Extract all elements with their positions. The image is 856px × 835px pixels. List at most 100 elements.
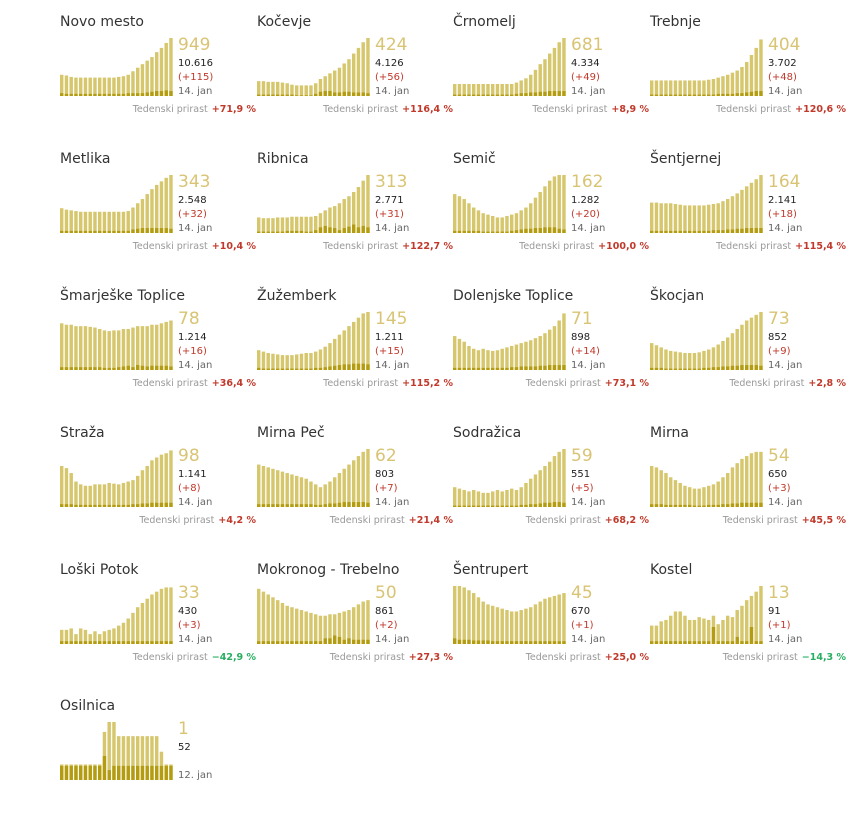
new-cases-bar (664, 504, 668, 507)
new-cases-bar (280, 368, 285, 370)
total-bar (457, 83, 462, 96)
total-bar (361, 313, 365, 370)
new-cases-bar (328, 227, 332, 233)
new-cases-bar (481, 231, 485, 233)
new-cases-bar (112, 230, 116, 233)
new-cases-bar (759, 641, 763, 644)
total-bar (716, 344, 720, 370)
bar-chart (453, 38, 566, 96)
new-cases-bar (702, 367, 706, 370)
total-bar (500, 83, 504, 96)
new-cases-bar (702, 94, 706, 96)
daily-change: (+49) (571, 72, 600, 83)
total-bar (721, 477, 725, 507)
weekly-growth: Tedenski prirast +122,7 % (323, 241, 453, 252)
new-cases-bar (88, 765, 92, 780)
daily-change: (+31) (375, 209, 404, 220)
new-cases-bar (457, 367, 462, 370)
new-cases-bar (145, 641, 149, 644)
new-cases-bar (476, 640, 481, 644)
new-cases-bar (74, 765, 78, 780)
new-cases-bar (140, 365, 145, 370)
new-cases-bar (314, 367, 318, 370)
weekly-growth-value: +68,2 % (604, 515, 649, 526)
total-bar (557, 175, 561, 233)
total-bar (505, 216, 509, 233)
new-cases-bar (271, 231, 275, 233)
total-bar (121, 622, 126, 644)
total-bar (735, 328, 739, 370)
new-cases-bar (328, 366, 332, 370)
weekly-growth-value: +25,0 % (604, 652, 649, 663)
total-bar (169, 450, 173, 507)
new-cases-bar (721, 93, 725, 96)
total-bar (467, 345, 471, 370)
new-cases-bar (164, 641, 168, 644)
new-cases-bar (678, 641, 682, 644)
new-cases-bar (337, 636, 342, 644)
total-bar (745, 456, 749, 507)
new-cases-bar (711, 504, 716, 507)
weekly-growth-label: Tedenski prirast (132, 652, 208, 663)
total-bar (314, 216, 318, 233)
new-cases-bar (749, 365, 754, 370)
new-cases-bar (510, 367, 514, 370)
new-cases-bar (304, 95, 308, 96)
new-cases-bar (510, 505, 514, 507)
total-bar (285, 355, 289, 370)
total-bar (740, 67, 744, 96)
total-bar (356, 187, 361, 233)
total-bar (491, 83, 495, 96)
total-bar (309, 216, 313, 233)
new-cases-bar (285, 504, 289, 507)
total-bar (323, 615, 327, 644)
new-cases-bar (462, 505, 466, 507)
weekly-growth: Tedenski prirast +116,4 % (323, 104, 453, 115)
new-cases-bar (366, 639, 370, 644)
date-label: 14. jan (178, 634, 213, 645)
date-label: 14. jan (571, 223, 606, 234)
total-bar (659, 347, 663, 370)
weekly-growth: Tedenski prirast +36,4 % (133, 378, 256, 389)
total-bar (323, 346, 327, 370)
total-bar (366, 449, 370, 507)
new-cases-bar (79, 93, 83, 96)
new-cases-bar (98, 93, 102, 96)
weekly-growth-value: +21,4 % (408, 515, 453, 526)
total-cases: 898 (571, 332, 591, 343)
new-cases-bar (467, 639, 471, 644)
new-cases-bar (650, 230, 654, 233)
new-cases-bar (659, 230, 663, 233)
total-bar (347, 464, 351, 507)
new-cases-bar (280, 641, 285, 644)
total-bar (112, 628, 116, 644)
total-bar (164, 453, 168, 507)
total-bar (112, 722, 116, 780)
new-cases-bar (505, 641, 509, 644)
new-cases-bar (69, 367, 73, 370)
new-cases-bar (472, 367, 476, 370)
total-bar (548, 597, 552, 644)
total-bar (69, 473, 73, 507)
weekly-growth-label: Tedenski prirast (323, 241, 399, 252)
total-bar (759, 312, 763, 370)
weekly-growth: Tedenski prirast +10,4 % (133, 241, 256, 252)
new-cases-bar (495, 94, 500, 96)
new-cases-bar (726, 641, 730, 644)
daily-change: (+5) (571, 483, 594, 494)
new-cases-bar (740, 93, 744, 96)
new-cases-bar (462, 639, 466, 644)
total-bar (491, 350, 495, 370)
total-bar (678, 611, 682, 644)
new-cases-bar (453, 94, 457, 96)
new-cases-bar (457, 94, 462, 96)
total-bar (64, 209, 69, 233)
new-cases-bar (726, 229, 730, 233)
new-cases-bar (295, 368, 299, 370)
total-bar (314, 351, 318, 370)
total-bar (716, 624, 720, 644)
new-cases-bar (673, 368, 678, 370)
weekly-growth-label: Tedenski prirast (329, 515, 405, 526)
new-cases-bar (93, 765, 97, 780)
new-cases-bar (83, 641, 88, 644)
